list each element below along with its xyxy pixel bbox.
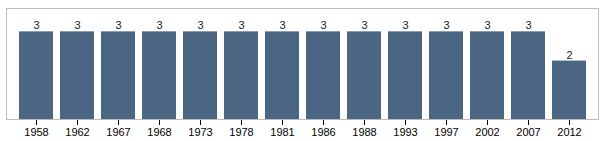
svg-text:3: 3	[197, 19, 203, 31]
svg-text:3: 3	[279, 19, 285, 31]
svg-text:3: 3	[156, 19, 162, 31]
svg-text:3: 3	[238, 19, 244, 31]
svg-text:1981: 1981	[270, 126, 294, 138]
svg-text:3: 3	[443, 19, 449, 31]
svg-text:1958: 1958	[24, 126, 48, 138]
svg-text:3: 3	[361, 19, 367, 31]
svg-text:1962: 1962	[65, 126, 89, 138]
svg-text:1978: 1978	[229, 126, 253, 138]
svg-text:3: 3	[402, 19, 408, 31]
svg-text:1967: 1967	[106, 126, 130, 138]
svg-text:3: 3	[33, 19, 39, 31]
svg-text:3: 3	[115, 19, 121, 31]
svg-text:1988: 1988	[352, 126, 376, 138]
svg-text:2012: 2012	[557, 126, 581, 138]
svg-text:3: 3	[320, 19, 326, 31]
svg-text:3: 3	[74, 19, 80, 31]
svg-text:3: 3	[525, 19, 531, 31]
svg-text:1973: 1973	[188, 126, 212, 138]
svg-text:2: 2	[566, 49, 572, 61]
svg-text:1986: 1986	[311, 126, 335, 138]
svg-text:1968: 1968	[147, 126, 171, 138]
svg-text:2007: 2007	[516, 126, 540, 138]
svg-text:2002: 2002	[475, 126, 499, 138]
svg-text:1993: 1993	[393, 126, 417, 138]
svg-text:3: 3	[484, 19, 490, 31]
svg-text:1997: 1997	[434, 126, 458, 138]
